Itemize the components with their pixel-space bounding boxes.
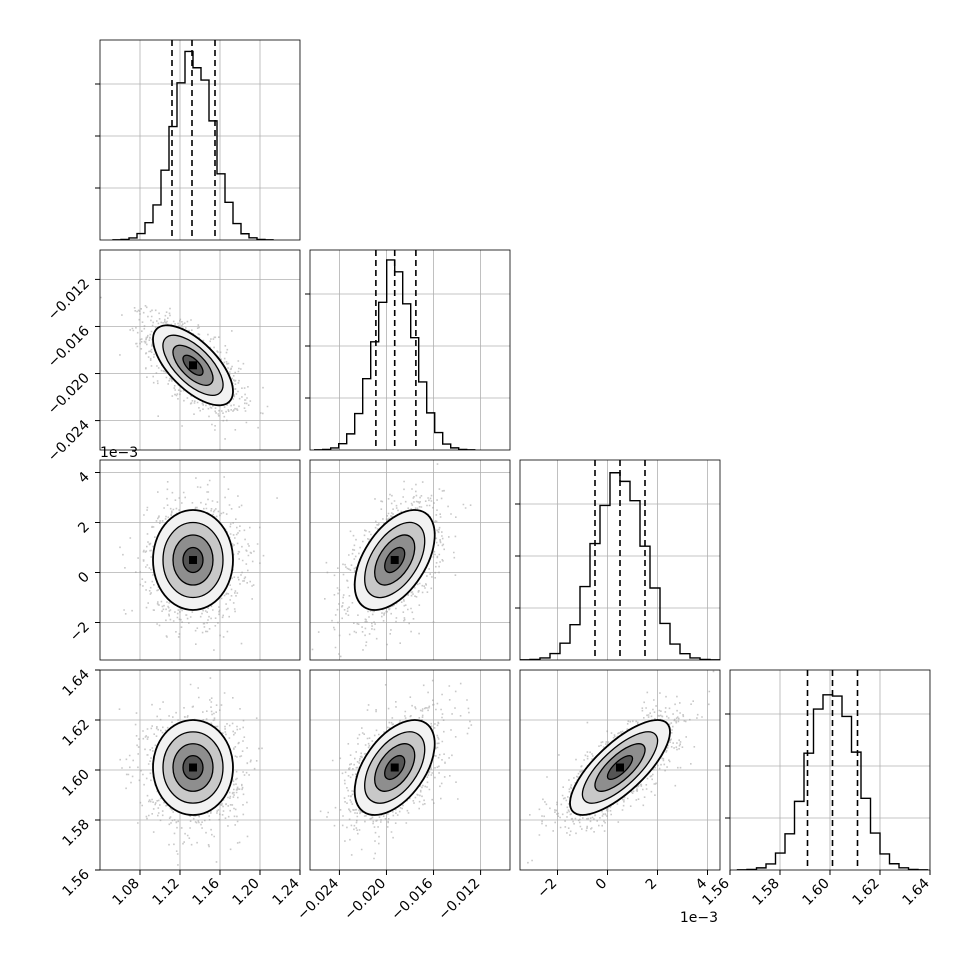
scatter-panel-2-1 [310, 460, 510, 660]
x-tick-label-0-0: 1.08 [109, 876, 142, 909]
x-tick-label-0-3: 1.20 [229, 876, 262, 909]
panel-2-0-samples [119, 476, 278, 651]
histogram-panel-1 [310, 250, 510, 450]
panel-1-0-peak [189, 361, 197, 370]
x-tick-label-1-1: −0.020 [341, 876, 389, 924]
y-tick-label-2-1: 0 [75, 569, 93, 587]
x-tick-label-3-1: 1.58 [749, 876, 782, 909]
histogram-panel-2 [520, 460, 720, 660]
panels-layer [99, 39, 931, 871]
x-tick-label-1-3: −0.012 [435, 876, 483, 924]
y-tick-label-1-2: −0.016 [45, 323, 93, 371]
panel-3-2-peak [616, 763, 624, 772]
x-tick-label-2-0: −2 [534, 876, 560, 902]
panel-1-0-frame [99, 249, 301, 451]
y-tick-label-1-0: −0.024 [45, 417, 93, 465]
y-tick-label-3-1: 1.58 [59, 817, 92, 850]
histogram-panel-3 [730, 670, 930, 870]
x-tick-label-3-0: 1.56 [699, 875, 732, 908]
histogram-panel-0 [100, 40, 300, 240]
y-tick-label-1-1: −0.020 [45, 370, 93, 418]
x-tick-label-3-4: 1.64 [899, 875, 932, 908]
panel-2-1-peak [390, 556, 399, 564]
panel-3-0-peak [189, 763, 197, 772]
panel-3-1-frame [309, 669, 511, 871]
histogram-0-steps [112, 50, 274, 240]
y-tick-label-3-4: 1.64 [59, 666, 92, 699]
y-tick-label-2-0: −2 [67, 619, 93, 645]
histogram-0-frame [99, 39, 301, 241]
x-tick-label-2-1: 0 [593, 876, 611, 894]
x-tick-label-0-2: 1.16 [189, 875, 222, 908]
x-tick-label-0-4: 1.24 [269, 875, 302, 908]
histogram-2-frame [519, 459, 721, 661]
x-offset-label-2: 1e−3 [680, 910, 718, 926]
scatter-panel-3-0 [100, 670, 300, 870]
x-tick-label-1-0: −0.024 [294, 875, 342, 923]
x-tick-label-2-2: 2 [643, 876, 661, 894]
y-tick-label-3-2: 1.60 [59, 767, 92, 800]
y-tick-label-3-0: 1.56 [59, 866, 92, 899]
scatter-panel-2-0 [100, 460, 300, 660]
histogram-1-frame [309, 249, 511, 451]
x-tick-label-0-1: 1.12 [149, 876, 182, 909]
y-tick-label-2-2: 2 [75, 519, 93, 537]
scatter-panel-3-2 [520, 670, 720, 870]
scatter-panel-1-0 [100, 250, 300, 450]
panel-3-2-frame [519, 669, 721, 871]
panel-2-1-frame [309, 459, 511, 661]
x-tick-label-1-2: −0.016 [388, 875, 436, 923]
histogram-2-steps [520, 472, 720, 660]
panel-3-0-samples [118, 677, 263, 866]
scatter-panel-3-1 [310, 670, 510, 870]
y-tick-label-3-3: 1.62 [59, 717, 92, 750]
x-tick-label-3-2: 1.60 [799, 876, 832, 909]
x-tick-label-3-3: 1.62 [849, 876, 882, 909]
panel-2-0-frame [99, 459, 301, 661]
y-tick-label-2-3: 4 [75, 469, 93, 487]
panel-2-0-peak [189, 556, 197, 564]
y-tick-label-1-3: −0.012 [45, 276, 93, 324]
panel-3-1-peak [390, 763, 399, 772]
y-offset-label-2: 1e−3 [100, 445, 138, 461]
